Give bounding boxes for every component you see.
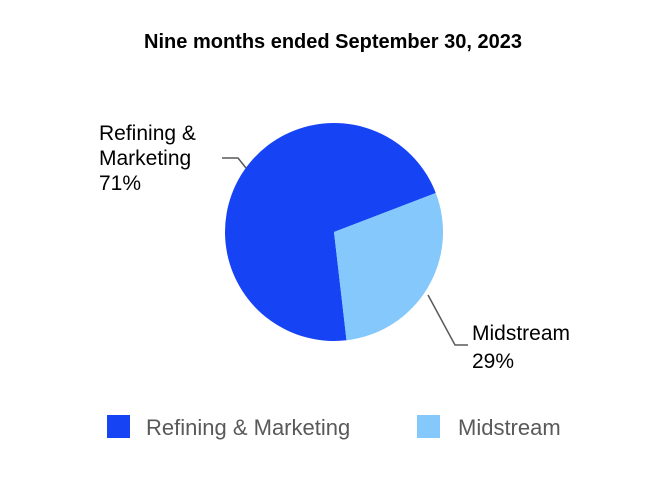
slice-value-midstream: 29%	[472, 350, 514, 373]
slice-value-refining-marketing: 71%	[99, 172, 141, 195]
slice-label-refining-marketing-line1: Refining &	[99, 122, 196, 145]
slice-label-refining-marketing: Refining & Marketing 71%	[99, 122, 202, 195]
leader-line-midstream	[427, 294, 468, 346]
legend-swatch-refining-marketing	[107, 415, 130, 438]
legend: Refining & Marketing Midstream	[107, 415, 561, 440]
slice-label-midstream: Midstream 29%	[472, 322, 576, 373]
chart-title: Nine months ended September 30, 2023	[144, 31, 522, 53]
slice-label-refining-marketing-line2: Marketing	[99, 147, 191, 170]
legend-swatch-midstream	[417, 415, 440, 438]
legend-label-refining-marketing: Refining & Marketing	[146, 415, 350, 440]
leader-line-refining-marketing	[222, 157, 247, 169]
pie-slices	[224, 122, 443, 341]
pie-slice-midstream	[334, 192, 443, 341]
legend-label-midstream: Midstream	[458, 415, 561, 440]
pie-slice-refining-marketing	[224, 122, 436, 341]
slice-name-midstream: Midstream	[472, 322, 570, 345]
